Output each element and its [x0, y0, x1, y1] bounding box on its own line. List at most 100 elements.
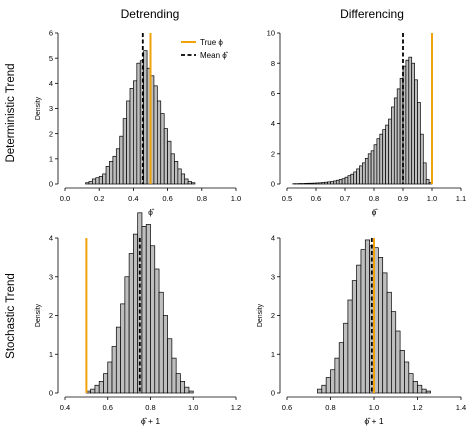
histogram-bar: [417, 384, 423, 394]
histogram-bar: [378, 257, 384, 394]
histogram-bar: [98, 176, 103, 185]
histogram-bar: [191, 182, 196, 185]
y-tick-label: 1: [271, 350, 275, 359]
histogram-bar: [359, 165, 363, 185]
y-tick-label: 0: [49, 389, 53, 398]
histogram-bar: [184, 386, 190, 394]
histogram-bar: [128, 253, 134, 394]
histogram-bar: [175, 373, 181, 394]
histogram-bar: [338, 179, 343, 185]
histogram-bar: [187, 181, 192, 185]
y-tick-label: 0: [49, 180, 53, 189]
histogram-bar: [404, 361, 410, 394]
histogram-bar: [184, 178, 189, 185]
y-tick-label: 6: [271, 89, 275, 98]
row-title-deterministic: Deterministic Trend: [5, 63, 17, 162]
histogram-bar: [382, 129, 386, 185]
histogram-bar: [317, 388, 323, 394]
histogram-bar: [360, 249, 366, 394]
x-tick-label: 0.0: [60, 194, 70, 203]
histogram-bar: [395, 330, 401, 394]
panel-det-detrend: 0.0 0.2 0.4 0.6 0.8 1.0 0 1 2 3 4 5 6 Density ϕ̂: [35, 29, 241, 217]
histogram-bar: [150, 245, 156, 394]
histogram-bar: [393, 97, 398, 185]
histogram-bar: [422, 162, 427, 185]
histogram-bar: [386, 291, 392, 394]
histogram-bar: [112, 155, 117, 185]
y-tick-label: 10: [267, 29, 275, 38]
histogram-bar: [98, 381, 104, 394]
histogram-bar: [420, 133, 424, 185]
y-tick-label: 0: [271, 180, 275, 189]
histogram-bar: [399, 350, 405, 394]
histogram-bar: [330, 369, 336, 394]
x-tick-label: 0.6: [311, 194, 321, 203]
histogram-bar: [177, 168, 182, 185]
y-tick-label: 1: [49, 350, 53, 359]
histogram-bar: [412, 381, 418, 394]
y-tick-label: 3: [271, 272, 275, 281]
histogram-bar: [385, 124, 389, 185]
x-axis-label: ϕ̂: [372, 207, 379, 217]
histogram-bar: [411, 62, 415, 185]
histogram-bar: [347, 175, 352, 185]
histogram-bar: [356, 264, 362, 394]
x-tick-label: 0.7: [340, 194, 350, 203]
histogram-bar: [180, 381, 186, 394]
histogram-bar: [315, 182, 320, 185]
x-tick-label: 0.8: [197, 194, 207, 203]
histogram-bar: [347, 299, 353, 394]
y-tick-label: 4: [49, 234, 53, 243]
histogram-bar: [90, 388, 96, 394]
histogram-bar: [425, 179, 430, 185]
histogram-bar: [163, 128, 168, 185]
histogram-bar: [95, 177, 100, 185]
histogram-bar: [414, 79, 418, 185]
y-tick-label: 2: [271, 311, 275, 320]
histogram-bar: [158, 291, 164, 394]
histogram-bar: [312, 182, 317, 185]
x-axis-label: ϕ̂ + 1: [364, 416, 383, 426]
histogram-bar: [353, 171, 357, 185]
histogram-bar: [85, 182, 90, 185]
column-title-differencing: Differencing: [340, 7, 404, 21]
histogram-bar: [122, 118, 127, 185]
histogram-bar: [160, 113, 165, 185]
histogram-bar: [141, 226, 147, 394]
histogram-bar: [344, 176, 349, 185]
panel-sto-detrend: 0.4 0.6 0.8 1.0 1.2 0 1 2 3 4 Density ϕ̂ + 1: [35, 212, 241, 426]
histogram-bar: [103, 373, 109, 394]
y-tick-label: 8: [271, 59, 275, 68]
histogram-bar: [327, 181, 331, 185]
histogram-bar: [367, 153, 372, 185]
histogram-bar: [338, 342, 344, 394]
histogram-bar: [405, 59, 410, 185]
x-tick-label: 1.1: [456, 194, 466, 203]
legend-mean-label: Mean ϕ̂: [200, 51, 229, 60]
x-tick-label: 1.4: [456, 403, 466, 412]
histogram-bar: [333, 180, 337, 185]
histogram-bar: [341, 178, 346, 185]
histogram-bar: [321, 182, 326, 185]
histogram-bar: [126, 100, 131, 185]
histogram-bar: [379, 133, 384, 185]
histogram-bar: [391, 311, 397, 394]
x-tick-label: 0.8: [369, 194, 379, 203]
histogram-bar: [153, 85, 158, 185]
y-tick-label: 5: [49, 54, 53, 63]
y-axis-label: Density: [35, 96, 42, 120]
y-tick-label: 2: [271, 149, 275, 158]
y-tick-label: 3: [49, 104, 53, 113]
histogram-bar: [364, 157, 369, 185]
histogram-bar: [115, 148, 121, 185]
histogram-bar: [105, 166, 110, 185]
y-tick-label: 4: [49, 79, 53, 88]
x-tick-label: 0.6: [162, 194, 172, 203]
x-tick-label: 0.4: [128, 194, 138, 203]
histogram-bar: [325, 377, 331, 394]
histogram-bar: [362, 162, 366, 185]
histogram-bar: [382, 272, 388, 394]
histogram-bar: [370, 150, 375, 185]
histogram-bar: [120, 303, 126, 394]
histogram-bar: [425, 390, 431, 394]
